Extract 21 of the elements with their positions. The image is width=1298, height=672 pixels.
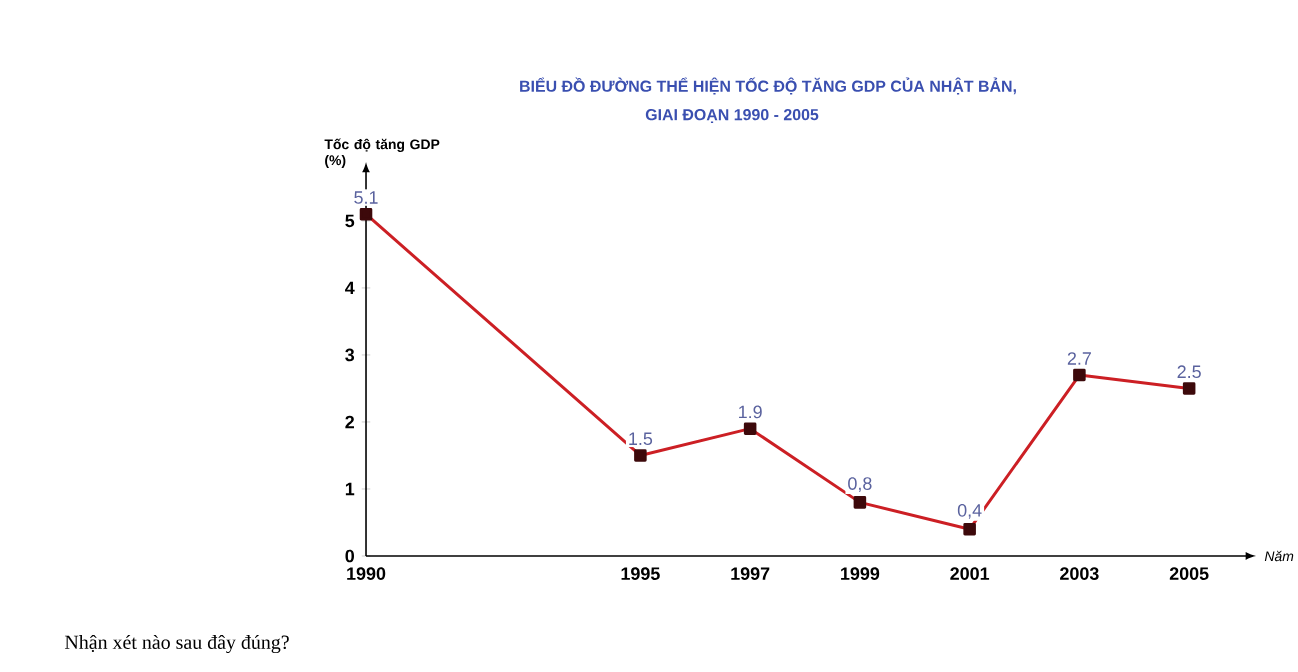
x-tick-label: 1995 <box>621 567 660 580</box>
data-label: 2.7 <box>1067 352 1091 365</box>
y-tick-label: 0 <box>345 549 354 563</box>
data-label: 1.5 <box>629 432 653 446</box>
x-tick-label: 1997 <box>731 567 770 580</box>
y-tick-label: 2 <box>345 415 354 429</box>
x-tick-label: 2003 <box>1060 567 1099 580</box>
data-label: 0,4 <box>957 503 982 519</box>
y-tick-label: 3 <box>345 348 355 362</box>
data-label: 0,8 <box>848 477 872 492</box>
x-tick-label: 2001 <box>950 567 990 580</box>
x-tick-label: 1999 <box>841 567 880 580</box>
y-tick-label: 5 <box>345 214 355 228</box>
text: Nhận xét nào sau đây đúng? <box>64 634 289 654</box>
x-tick-label: 1990 <box>347 567 386 580</box>
data-label: 5.1 <box>354 191 378 204</box>
data-label: 1.9 <box>739 405 762 419</box>
y-tick-label: 1 <box>345 482 355 496</box>
y-tick-label: 4 <box>345 281 355 295</box>
x-tick-label: 2005 <box>1169 567 1209 580</box>
data-label: 2.5 <box>1177 365 1201 379</box>
